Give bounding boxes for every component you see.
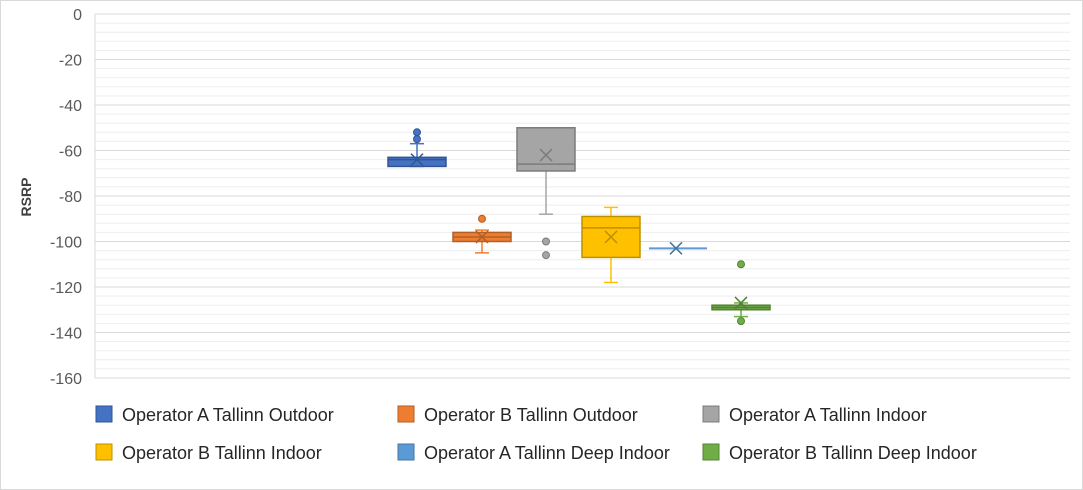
legend-label: Operator B Tallinn Deep Indoor [729,443,977,463]
legend-swatch [702,405,720,423]
mean-marker [475,230,489,244]
legend-item: Operator A Tallinn Indoor [702,405,927,425]
mean-marker [604,230,618,244]
legend-item: Operator A Tallinn Deep Indoor [397,443,670,463]
legend-swatch [95,405,113,423]
mean-marker [669,241,683,255]
box-series [649,241,707,255]
legend-swatch [702,443,720,461]
outlier-point [413,135,421,144]
boxes [387,127,771,326]
outlier-point [413,128,421,137]
y-tick-labels: 0 -20 -40 -60 -80 -100 -120 -140 -160 [50,7,82,388]
gridlines [95,13,1070,379]
y-tick-label: -120 [50,280,82,297]
legend-swatch [397,405,415,423]
legend-swatch [397,443,415,461]
box-series [516,127,576,260]
outlier-point [737,317,745,326]
legend-label: Operator A Tallinn Deep Indoor [424,443,670,463]
y-tick-label: -40 [59,98,82,115]
legend-item: Operator B Tallinn Outdoor [397,405,638,425]
legend-item: Operator B Tallinn Deep Indoor [702,443,977,463]
legend-label: Operator B Tallinn Outdoor [424,405,638,425]
legend-item: Operator B Tallinn Indoor [95,443,322,463]
legend-item: Operator A Tallinn Outdoor [95,405,334,425]
box-series [452,214,512,254]
y-tick-label: -60 [59,144,82,161]
outlier-point [478,214,486,223]
y-tick-label: -100 [50,235,82,252]
y-tick-label: 0 [73,7,82,24]
box-series [387,128,447,168]
legend-swatch [95,443,113,461]
box [387,156,447,168]
y-axis-label: RSRP [18,178,34,217]
outlier-point [542,237,550,246]
y-tick-label: -140 [50,326,82,343]
y-tick-label: -160 [50,371,82,388]
mean-marker [539,148,553,162]
legend-label: Operator B Tallinn Indoor [122,443,322,463]
legend-label: Operator A Tallinn Outdoor [122,405,334,425]
outlier-point [542,251,550,260]
box-series [711,260,771,326]
y-tick-label: -20 [59,53,82,70]
legend-label: Operator A Tallinn Indoor [729,405,927,425]
y-tick-label: -80 [59,189,82,206]
mean-marker [410,153,424,167]
mean-marker [734,296,748,310]
outlier-point [737,260,745,269]
legend: Operator A Tallinn Outdoor Operator B Tal… [95,405,977,463]
box-series [581,206,641,284]
